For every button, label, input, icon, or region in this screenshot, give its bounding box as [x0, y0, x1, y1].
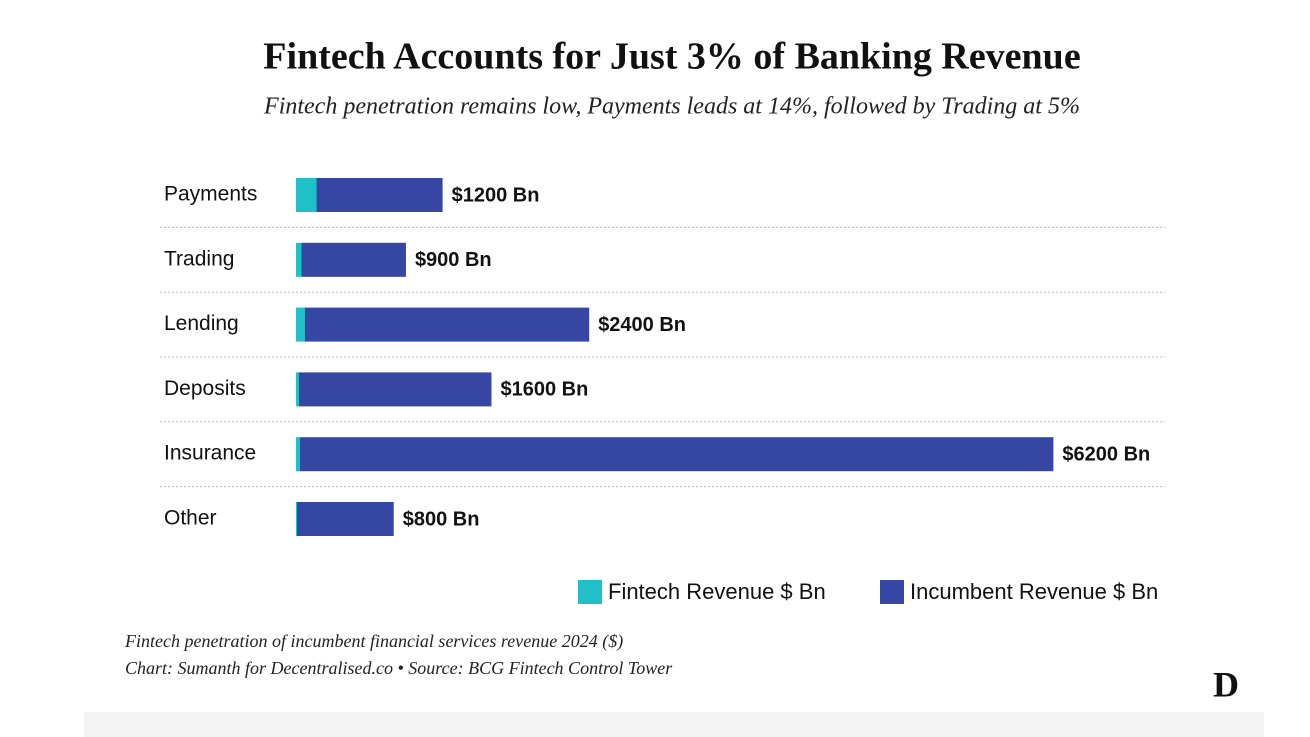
bar-segment: [301, 242, 406, 277]
bar-segment: [298, 372, 492, 407]
category-label: Lending: [164, 312, 239, 335]
logo: D: [1206, 664, 1246, 706]
note: Chart: Sumanth for Decentralised.co • So…: [125, 658, 673, 678]
legend-label: Incumbent Revenue $ Bn: [910, 579, 1158, 604]
legend-swatch: [880, 580, 904, 604]
footer-band: [84, 712, 1264, 737]
total-label: $2400 Bn: [598, 314, 686, 336]
bar-segment: [296, 178, 317, 212]
note: Fintech penetration of incumbent financi…: [124, 631, 623, 652]
bar-segment: [296, 437, 300, 472]
bar-segment: [296, 307, 305, 342]
category-label: Insurance: [164, 442, 256, 465]
svg-text:D: D: [1213, 664, 1239, 704]
total-label: $800 Bn: [403, 508, 480, 530]
bar-segment: [316, 178, 443, 212]
total-label: $1200 Bn: [452, 184, 540, 206]
total-label: $6200 Bn: [1062, 443, 1150, 465]
total-label: $900 Bn: [415, 249, 492, 271]
category-label: Other: [164, 507, 217, 530]
bar-segment: [296, 502, 297, 536]
legend-swatch: [578, 580, 602, 604]
bar-segment: [296, 372, 299, 407]
bar-segment: [296, 242, 302, 277]
chart-title: Fintech Accounts for Just 3% of Banking …: [263, 36, 1080, 78]
legend-label: Fintech Revenue $ Bn: [608, 579, 826, 604]
bar-segment: [299, 437, 1054, 472]
category-label: Trading: [164, 247, 234, 270]
bar-segment: [296, 502, 394, 536]
chart-subtitle: Fintech penetration remains low, Payment…: [263, 94, 1080, 120]
bar-segment: [304, 307, 590, 342]
category-label: Payments: [164, 183, 257, 206]
total-label: $1600 Bn: [500, 379, 588, 401]
category-label: Deposits: [164, 377, 246, 400]
